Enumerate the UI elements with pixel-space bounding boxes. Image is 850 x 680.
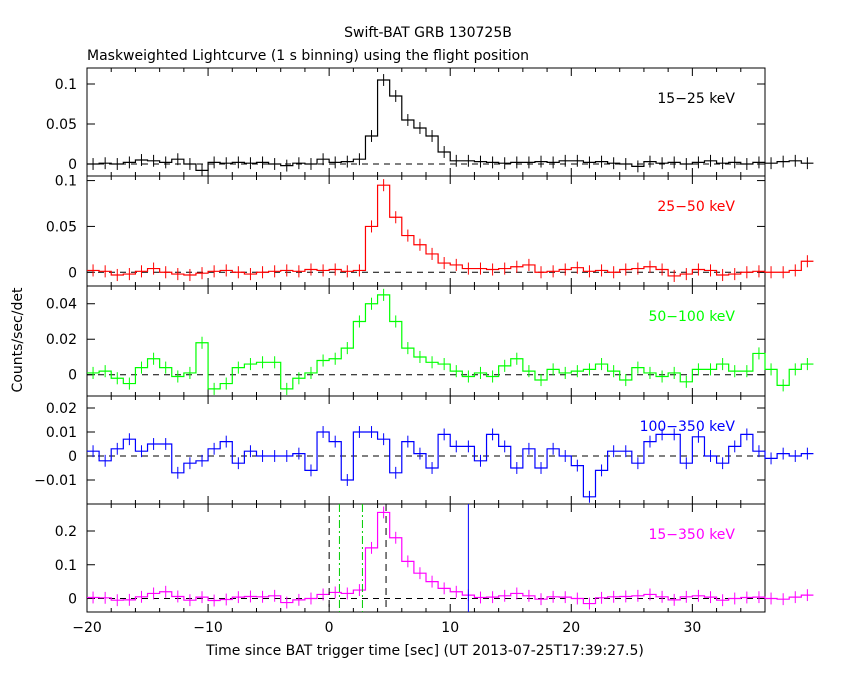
y-tick-label: 0 <box>68 265 77 281</box>
band-label: 100−350 keV <box>640 419 736 435</box>
y-tick-label: 0.04 <box>46 297 77 313</box>
x-tick-label: −10 <box>193 620 223 636</box>
x-tick-label: 10 <box>441 620 459 636</box>
chart-subtitle: Maskweighted Lightcurve (1 s binning) us… <box>87 48 529 64</box>
x-tick-label: 0 <box>325 620 334 636</box>
y-tick-label: 0 <box>68 157 77 173</box>
lightcurve-series <box>87 511 814 605</box>
chart-title: Swift-BAT GRB 130725B <box>344 25 512 41</box>
y-tick-label: 0.2 <box>55 524 77 540</box>
y-axis-label: Counts/sec/det <box>10 287 26 392</box>
panel-1: 0 0.05 0.1 25−50 keV <box>46 174 814 287</box>
panel-2: 0 0.02 0.04 50−100 keV <box>46 285 814 397</box>
lightcurve-series <box>87 294 814 390</box>
x-axis-label: Time since BAT trigger time [sec] (UT 20… <box>205 643 644 659</box>
y-tick-label: 0 <box>68 449 77 465</box>
band-label: 50−100 keV <box>648 309 735 325</box>
y-tick-label: 0.05 <box>46 219 77 235</box>
y-tick-label: 0.1 <box>55 558 77 574</box>
y-tick-label: 0.02 <box>46 401 77 417</box>
x-tick-label: 20 <box>562 620 580 636</box>
y-tick-label: 0 <box>68 592 77 608</box>
panel-4: 0 0.1 0.2 15−350 keV <box>55 503 814 613</box>
x-tick-label: 30 <box>683 620 701 636</box>
y-tick-label: 0.1 <box>55 174 77 190</box>
band-label: 15−25 keV <box>657 91 735 107</box>
x-tick-label: −20 <box>72 620 102 636</box>
lightcurve-series <box>87 431 814 498</box>
panel-0: 0 0.05 0.1 15−25 keV <box>46 67 814 177</box>
y-tick-label: 0.05 <box>46 117 77 133</box>
y-tick-label: 0.1 <box>55 77 77 93</box>
y-tick-label: 0.02 <box>46 332 77 348</box>
panel-3: −0.01 0 0.01 0.02 100−350 keV <box>34 395 814 505</box>
y-tick-label: 0.01 <box>46 425 77 441</box>
band-label: 25−50 keV <box>657 199 735 215</box>
y-tick-label: 0 <box>68 368 77 384</box>
panel-frame <box>86 395 766 505</box>
band-label: 15−350 keV <box>648 527 735 543</box>
panel-frame <box>86 285 766 397</box>
lightcurve-series <box>87 79 814 171</box>
panel-frame <box>86 503 766 613</box>
panel-frame <box>86 67 766 177</box>
y-tick-label: −0.01 <box>34 473 77 489</box>
